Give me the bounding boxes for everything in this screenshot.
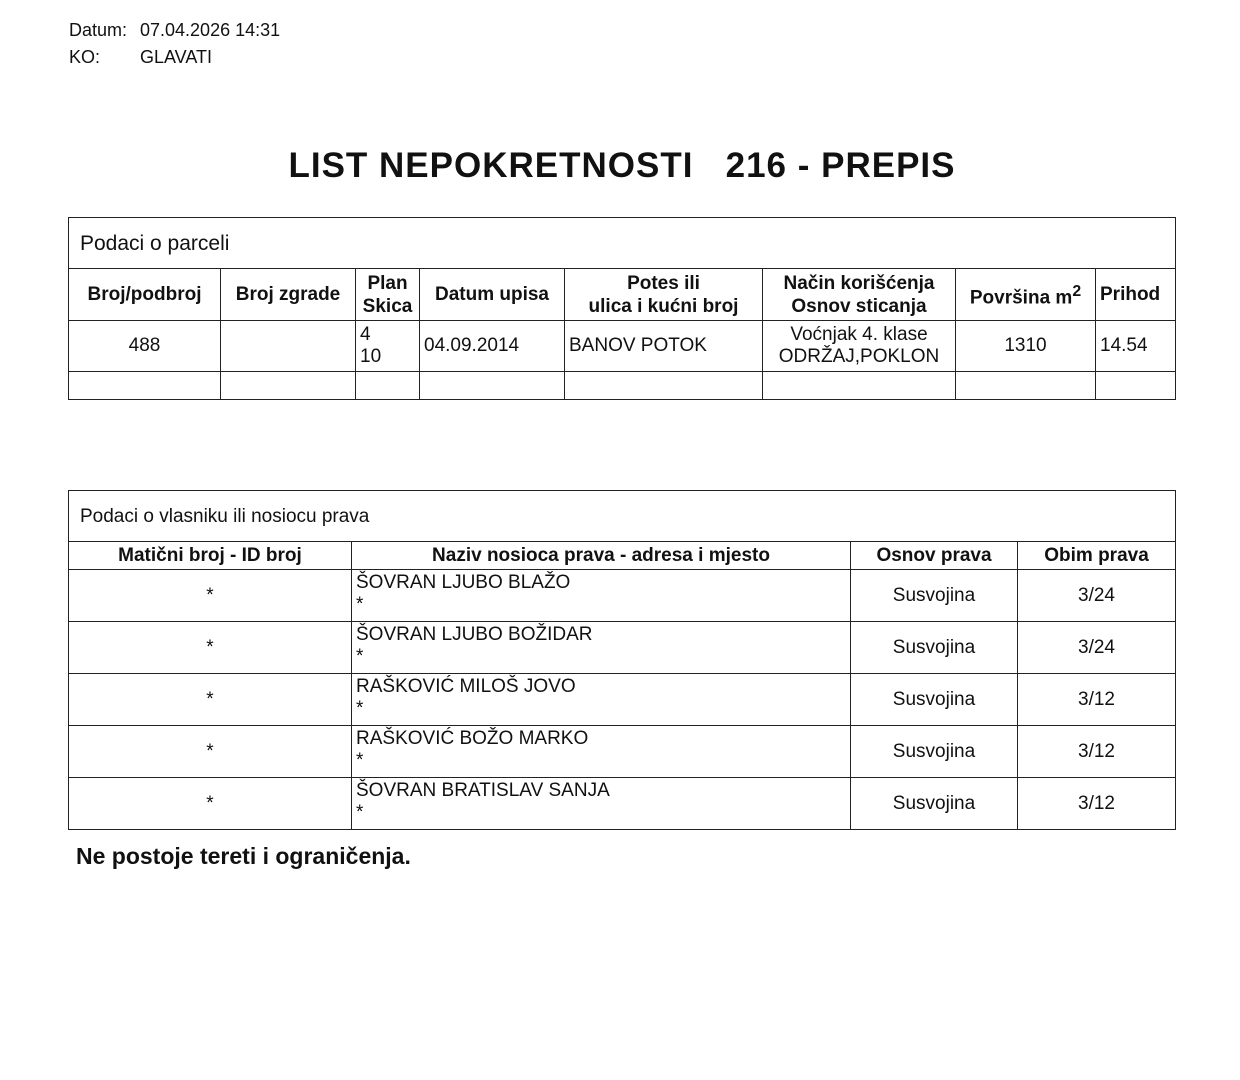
col-nacin-1: Način korišćenja (783, 272, 935, 294)
owner-address: * (356, 750, 364, 771)
datum-line: Datum: 07.04.2026 14:31 (69, 20, 280, 41)
cell-osnov: Susvojina (850, 673, 1018, 726)
parcel-table: Podaci o parceli Broj/podbroj Broj zgrad… (67, 217, 1177, 400)
col-prihod: Prihod (1094, 268, 1177, 321)
cell-obim: 3/12 (1016, 777, 1177, 830)
cell-naziv: ŠOVRAN LJUBO BLAŽO * (351, 569, 851, 622)
owners-table: Podaci o vlasniku ili nosiocu prava Mati… (67, 490, 1177, 830)
cell-id: * (68, 777, 352, 830)
empty-row (68, 371, 1177, 400)
table-row: * RAŠKOVIĆ MILOŠ JOVO * Susvojina 3/12 (68, 673, 1177, 726)
col-povrsina-sup: 2 (1072, 282, 1082, 300)
cell-zgrada (220, 320, 356, 372)
ko-line: KO: GLAVATI (69, 47, 212, 68)
cell-osnov: Susvojina (850, 777, 1018, 830)
owner-name: RAŠKOVIĆ MILOŠ JOVO (356, 676, 576, 697)
parcel-caption: Podaci o parceli (67, 217, 1177, 269)
owner-address: * (356, 698, 364, 719)
col-povrsina-label: Površina m (969, 287, 1073, 309)
datum-label: Datum: (69, 20, 128, 40)
cell-obim: 3/24 (1016, 621, 1177, 674)
col-skica: Skica (362, 295, 413, 317)
page-title: LIST NEPOKRETNOSTI 216 - PREPIS (288, 146, 956, 185)
owner-name: ŠOVRAN LJUBO BLAŽO (356, 572, 571, 593)
cell-naziv: RAŠKOVIĆ BOŽO MARKO * (351, 725, 851, 778)
cell-obim: 3/12 (1016, 673, 1177, 726)
col-povrsina: Površina m2 (955, 268, 1096, 321)
owner-address: * (356, 646, 364, 667)
cell-skica: 10 (360, 346, 382, 367)
col-plan-skica: Plan Skica (355, 268, 420, 321)
cell-povrsina: 1310 (955, 320, 1096, 372)
cell-broj: 488 (68, 320, 221, 372)
cell-id: * (68, 725, 352, 778)
table-row: * ŠOVRAN LJUBO BLAŽO * Susvojina 3/24 (68, 569, 1177, 622)
col-obim: Obim prava (1016, 541, 1177, 570)
cell-naziv: RAŠKOVIĆ MILOŠ JOVO * (351, 673, 851, 726)
owner-address: * (356, 594, 364, 615)
col-potes: Potes ili ulica i kućni broj (564, 268, 763, 321)
owner-address: * (356, 802, 364, 823)
col-datum: Datum upisa (419, 268, 565, 321)
col-potes-2: ulica i kućni broj (588, 295, 739, 317)
col-potes-1: Potes ili (627, 272, 700, 294)
owners-caption: Podaci o vlasniku ili nosiocu prava (67, 490, 1177, 542)
col-id: Matični broj - ID broj (68, 541, 352, 570)
table-row: 488 4 10 04.09.2014 BANOV POTOK Voćnjak 4… (68, 320, 1177, 372)
cell-osnov: ODRŽAJ,POKLON (778, 346, 940, 367)
ko-value: GLAVATI (140, 47, 213, 67)
datum-value: 07.04.2026 14:31 (140, 20, 281, 40)
owner-name: RAŠKOVIĆ BOŽO MARKO (356, 728, 589, 749)
col-nacin: Način korišćenja Osnov sticanja (762, 268, 956, 321)
owner-name: ŠOVRAN BRATISLAV SANJA (356, 780, 610, 801)
col-osnov: Osnov prava (850, 541, 1018, 570)
cell-plan-skica: 4 10 (355, 320, 420, 372)
cell-prihod: 14.54 (1094, 320, 1177, 372)
cell-datum: 04.09.2014 (419, 320, 565, 372)
col-plan: Plan (367, 272, 408, 294)
cell-obim: 3/24 (1016, 569, 1177, 622)
ko-label: KO: (69, 47, 101, 67)
table-row: * RAŠKOVIĆ BOŽO MARKO * Susvojina 3/12 (68, 725, 1177, 778)
cell-id: * (68, 673, 352, 726)
cell-nacin: Voćnjak 4. klase ODRŽAJ,POKLON (762, 320, 956, 372)
cell-naziv: ŠOVRAN LJUBO BOŽIDAR * (351, 621, 851, 674)
cell-potes: BANOV POTOK (564, 320, 763, 372)
cell-osnov: Susvojina (850, 621, 1018, 674)
cell-osnov: Susvojina (850, 569, 1018, 622)
col-zgrada: Broj zgrade (220, 268, 356, 321)
cell-naziv: ŠOVRAN BRATISLAV SANJA * (351, 777, 851, 830)
cell-nacin-1: Voćnjak 4. klase (790, 324, 928, 345)
table-row: * ŠOVRAN BRATISLAV SANJA * Susvojina 3/12 (68, 777, 1177, 830)
col-nacin-2: Osnov sticanja (791, 295, 927, 317)
col-broj: Broj/podbroj (68, 268, 221, 321)
cell-id: * (68, 621, 352, 674)
cell-osnov: Susvojina (850, 725, 1018, 778)
owner-name: ŠOVRAN LJUBO BOŽIDAR (356, 624, 593, 645)
col-naziv: Naziv nosioca prava - adresa i mjesto (351, 541, 851, 570)
cell-obim: 3/12 (1016, 725, 1177, 778)
cell-id: * (68, 569, 352, 622)
encumbrance-note: Ne postoje tereti i ograničenja. (76, 843, 411, 869)
table-row: * ŠOVRAN LJUBO BOŽIDAR * Susvojina 3/24 (68, 621, 1177, 674)
cell-plan: 4 (360, 324, 371, 345)
